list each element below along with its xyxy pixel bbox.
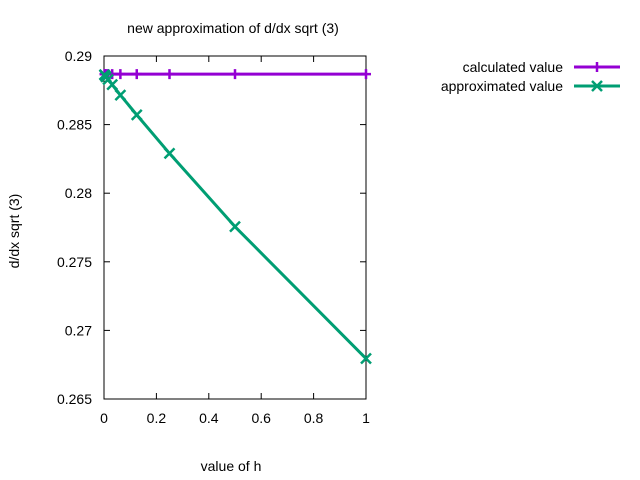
data-point: [114, 89, 127, 101]
y-tick-label: 0.265: [57, 391, 92, 407]
data-point: [361, 69, 371, 80]
legend-label: calculated value: [463, 59, 564, 75]
legend-marker: [592, 62, 602, 72]
x-tick-label: 0.8: [304, 410, 324, 426]
chart-title: new approximation of d/dx sqrt (3): [127, 20, 339, 36]
data-point: [98, 68, 111, 81]
plot-axes: 0.265 0.27 0.275 0.28 0.285 0.29 0 0.2 0.4 0.6 0.8…: [57, 48, 370, 426]
x-tick-label: 0.2: [147, 410, 167, 426]
data-point: [163, 147, 176, 160]
series-approximated-value: [98, 68, 372, 365]
y-tick-label: 0.28: [65, 185, 92, 201]
data-point: [230, 69, 240, 80]
series-line: [103, 73, 368, 360]
legend-marker: [591, 80, 603, 92]
data-point: [360, 352, 372, 365]
data-point: [229, 220, 241, 233]
legend: calculated value approximated value: [441, 59, 620, 94]
data-point: [164, 69, 175, 80]
y-tick-label: 0.285: [57, 117, 92, 133]
x-tick-label: 1: [362, 410, 370, 426]
series-calculated-value: [99, 69, 371, 80]
x-axis-label: value of h: [201, 458, 262, 474]
x-tick-label: 0.4: [199, 410, 219, 426]
y-tick-label: 0.27: [65, 322, 92, 338]
data-point: [130, 108, 143, 121]
y-axis-label: d/dx sqrt (3): [6, 194, 22, 269]
y-tick-label: 0.29: [65, 48, 92, 64]
data-point: [131, 69, 142, 80]
plot-frame: [103, 55, 367, 400]
x-tick-label: 0.6: [251, 410, 271, 426]
legend-label: approximated value: [441, 78, 563, 94]
x-tick-label: 0: [100, 410, 108, 426]
series-layer: [98, 68, 372, 365]
y-tick-label: 0.275: [57, 254, 92, 270]
